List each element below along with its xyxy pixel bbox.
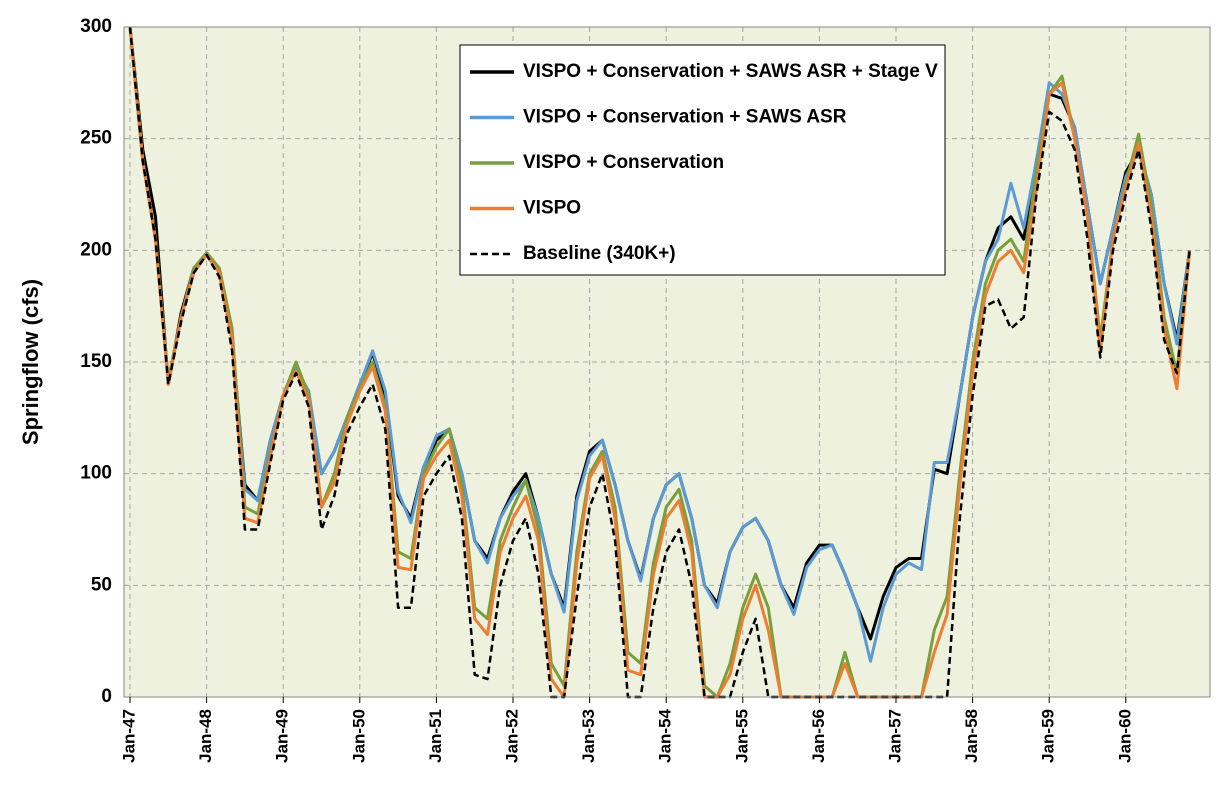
y-tick-label: 150	[80, 351, 112, 372]
series-line	[128, 26, 1191, 699]
y-tick-label: 50	[91, 574, 112, 595]
x-tick-label: Jan-58	[962, 709, 981, 763]
x-tick-label: Jan-48	[196, 709, 215, 763]
x-tick-label: Jan-54	[656, 708, 675, 762]
series-line	[128, 26, 1192, 699]
legend-box	[459, 44, 946, 276]
y-tick-label: 200	[80, 239, 112, 260]
legend-label: VISPO + Conservation + SAWS ASR + Stage …	[523, 61, 938, 82]
x-tick-label: Jan-55	[732, 709, 751, 763]
y-tick-label: 0	[101, 686, 112, 707]
legend-label: Baseline (340K+)	[523, 243, 676, 264]
y-tick-label: 100	[80, 463, 112, 484]
series-line	[128, 26, 1192, 699]
x-tick-label: Jan-52	[502, 709, 521, 763]
x-tick-label: Jan-59	[1039, 709, 1058, 763]
x-tick-label: Jan-51	[426, 709, 445, 763]
y-tick-label: 250	[80, 128, 112, 149]
y-tick-label: 300	[80, 16, 112, 37]
y-axis-label: Springflow (cfs)	[18, 279, 43, 445]
plot-border	[123, 26, 1211, 698]
x-tick-label: Jan-49	[273, 709, 292, 763]
legend-label: VISPO + Conservation	[523, 152, 724, 173]
lines	[128, 26, 1192, 699]
x-tick-label: Jan-50	[349, 709, 368, 763]
legend: VISPO + Conservation + SAWS ASR + Stage …	[459, 44, 946, 276]
legend-label: VISPO	[523, 198, 581, 219]
x-tick-label: Jan-47	[119, 709, 138, 763]
x-tick-label: Jan-56	[809, 709, 828, 763]
legend-label: VISPO + Conservation + SAWS ASR	[523, 107, 847, 128]
x-tick-label: Jan-53	[579, 709, 598, 763]
x-tick-label: Jan-57	[885, 709, 904, 763]
x-tick-label: Jan-60	[1115, 709, 1134, 763]
